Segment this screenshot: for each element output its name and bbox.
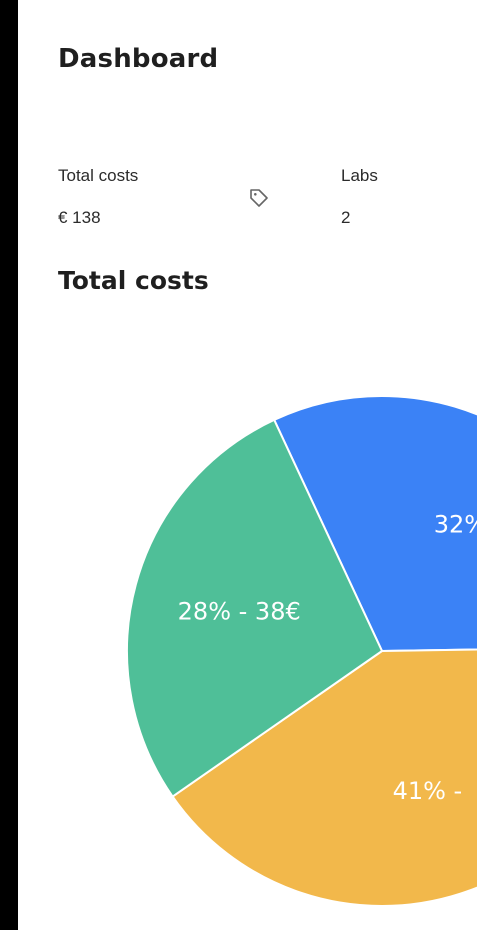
- total-costs-value: € 138: [58, 208, 101, 227]
- total-costs-label: Total costs: [58, 166, 139, 185]
- total-costs-stat: Total costs € 138: [58, 166, 138, 228]
- cost-pie-chart: 32% 41% - 28% - 38€: [126, 395, 477, 907]
- labs-stat: Labs 2: [341, 166, 378, 228]
- pie-slice-label-1: 32%: [434, 511, 477, 539]
- page-title: Dashboard: [58, 44, 219, 74]
- labs-value: 2: [341, 208, 351, 227]
- pie-slice-label-2: 41% -: [393, 777, 463, 805]
- section-title: Total costs: [58, 266, 209, 295]
- dashboard-panel: Dashboard Total costs € 138 Labs 2 Total…: [18, 0, 477, 930]
- pie-slice-1: [272, 395, 477, 653]
- pie-slice-3: [126, 418, 384, 798]
- tag-icon: [250, 189, 268, 207]
- pie-slice-2: [171, 648, 477, 907]
- pie-slice-label-3: 28% - 38€: [178, 597, 301, 625]
- labs-label: Labs: [341, 166, 378, 185]
